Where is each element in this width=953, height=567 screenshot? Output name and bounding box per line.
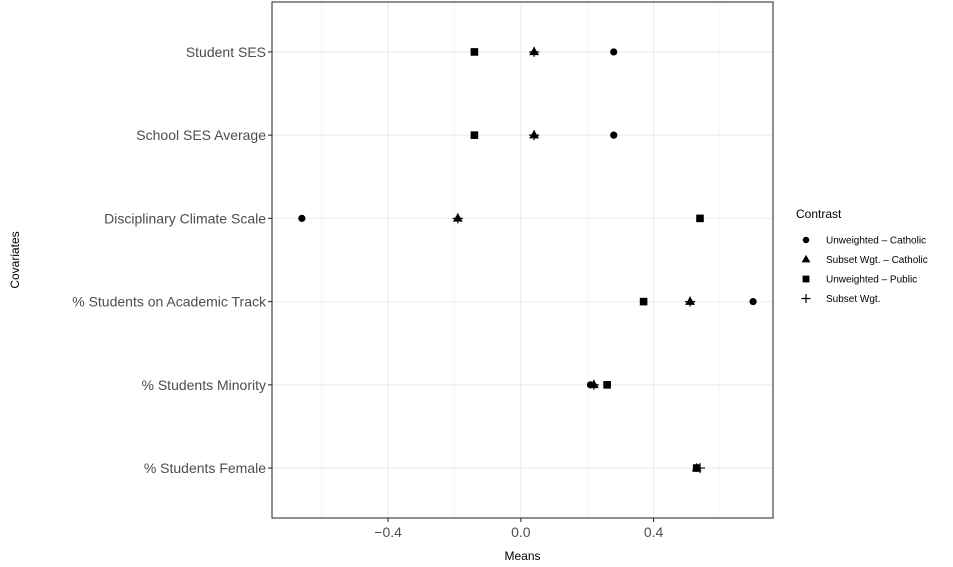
y-tick-label: School SES Average: [136, 127, 266, 143]
legend: Contrast Unweighted – Catholic Subset Wgt…: [796, 207, 928, 305]
data-point-square: [639, 297, 648, 306]
data-point-plus: [685, 296, 696, 307]
data-point-plus: [529, 130, 540, 141]
y-tick-label: Student SES: [186, 44, 266, 60]
data-point-plus: [695, 463, 706, 474]
data-point-circle: [749, 298, 757, 306]
legend-label: Subset Wgt. – Catholic: [826, 255, 928, 266]
data-point-square: [696, 214, 704, 223]
data-points: [298, 46, 757, 474]
y-tick-label: % Students on Academic Track: [72, 294, 267, 310]
legend-key-square: [802, 275, 810, 283]
panel-border: [271, 1, 774, 519]
x-tick-label: −0.4: [374, 524, 402, 540]
x-tick-label: 0.0: [511, 524, 531, 540]
data-point-square: [603, 381, 611, 389]
data-point-square: [470, 131, 479, 139]
series-plus: [452, 46, 706, 474]
data-point-circle: [298, 214, 306, 222]
legend-key-plus: [801, 294, 811, 303]
y-tick-label: % Students Female: [144, 460, 266, 476]
x-axis-title: Means: [504, 549, 540, 563]
x-tick-label: 0.4: [644, 524, 664, 540]
legend-key-triangle: [801, 254, 811, 263]
y-tick-label: Disciplinary Climate Scale: [104, 210, 266, 226]
data-point-circle: [610, 48, 618, 56]
data-point-circle: [610, 131, 618, 139]
data-point-plus: [452, 213, 463, 224]
grid: [272, 2, 773, 518]
y-tick-label: % Students Minority: [142, 377, 267, 393]
y-axis-title: Covariates: [8, 231, 22, 288]
data-point-square: [470, 48, 479, 56]
legend-title: Contrast: [796, 207, 842, 221]
axes: −0.4 0.0 0.4 Student SES School SES Average D…: [72, 44, 663, 540]
legend-key-circle: [802, 236, 810, 244]
legend-label: Subset Wgt.: [826, 294, 880, 305]
legend-label: Unweighted – Catholic: [826, 236, 926, 247]
data-point-plus: [588, 379, 599, 390]
data-point-plus: [529, 46, 540, 57]
legend-label: Unweighted – Public: [826, 275, 917, 286]
